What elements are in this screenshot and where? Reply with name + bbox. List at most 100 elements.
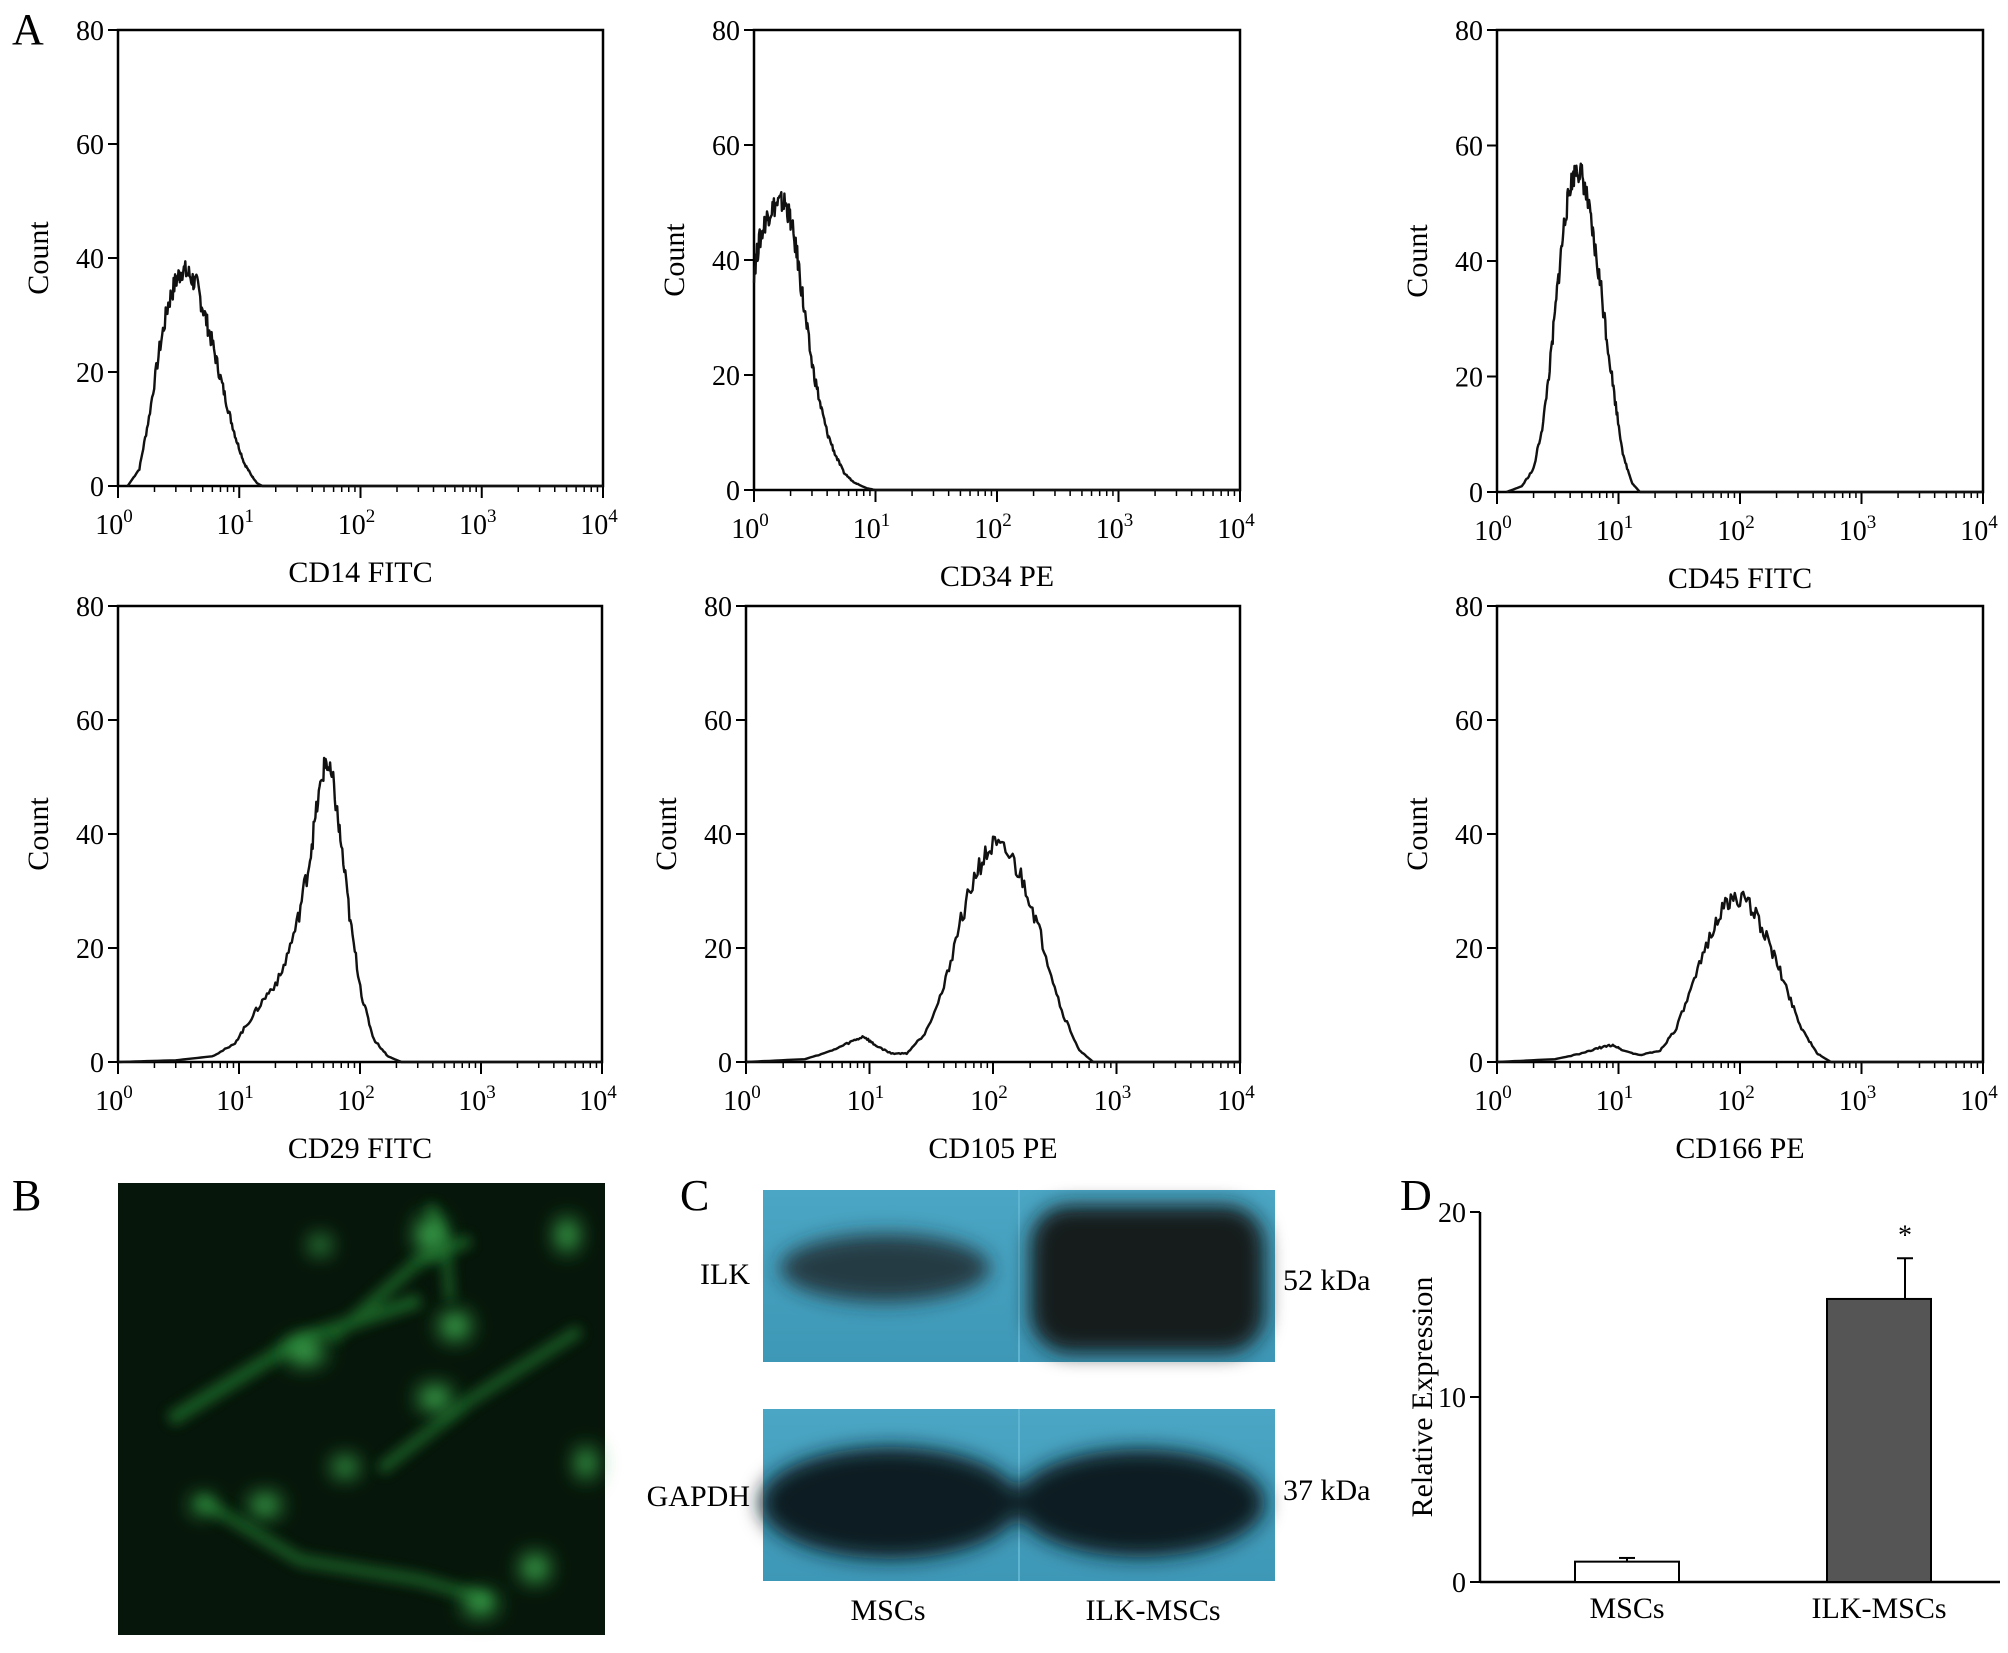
y-tick-label: 60 [76,130,104,161]
x-tick-label: 100 [1474,512,1512,547]
y-axis-title: Count [1401,797,1434,871]
cell-nucleus [513,1546,557,1590]
histogram-trace [1506,162,1983,494]
y-tick-label: 60 [1455,132,1483,163]
x-tick-label: 104 [579,1082,617,1117]
blot-band-ilk-msc [780,1234,990,1302]
cell-nucleus [570,1439,602,1487]
panel-label-c: C [680,1171,709,1220]
y-tick-label: 20 [1438,1198,1466,1229]
y-tick-label: 20 [704,934,732,965]
histogram-cd29: 0 20 40 60 80 100 101 102 103 104 CD29 FITC Count [22,592,617,1165]
histogram-trace [752,191,1240,492]
y-tick-label: 80 [704,592,732,623]
y-tick-label: 40 [1455,820,1483,851]
panel-label-a: A [12,5,44,54]
x-tick-label: 103 [1839,512,1877,547]
significance-marker: * [1898,1220,1912,1251]
histogram-trace [126,260,603,488]
panel-label-d: D [1400,1171,1432,1220]
y-tick-label: 40 [76,820,104,851]
x-axis-title: CD29 FITC [288,1132,432,1165]
y-tick-label: 80 [1455,592,1483,623]
cell-nucleus [408,1205,452,1265]
x-tick-label: 103 [1839,1082,1877,1117]
cell-nucleus [275,1332,335,1372]
y-tick-label: 0 [90,1048,104,1079]
x-tick-label: 100 [95,1082,133,1117]
x-tick-label: 100 [723,1082,761,1117]
histogram-cd105: 0 20 40 60 80 100 101 102 103 104 CD105 PE Count [650,592,1255,1165]
y-tick-label: 0 [90,472,104,503]
x-tick-label: 103 [458,1082,496,1117]
blot-band-ilk-ilkmsc [1030,1205,1265,1353]
panel-label-b: B [12,1171,41,1220]
bar-mscs [1574,1560,1680,1584]
y-tick-label: 0 [1469,478,1483,509]
y-tick-label: 40 [712,246,740,277]
y-tick-label: 40 [1455,247,1483,278]
cell-process [376,1324,584,1475]
band-size-ilk: 52 kDa [1283,1264,1370,1297]
histogram-cd34: 0 20 40 60 80 100 101 102 103 104 CD34 PE Count [658,16,1255,593]
x-axis-title: CD14 FITC [288,556,432,589]
y-tick-label: 60 [704,706,732,737]
y-tick-label: 20 [76,934,104,965]
x-tick-label: 101 [1596,512,1634,547]
y-tick-label: 40 [704,820,732,851]
y-tick-label: 20 [1455,363,1483,394]
x-axis-title: CD105 PE [928,1132,1057,1165]
y-tick-label: 20 [1455,934,1483,965]
x-tick-label: 104 [1960,512,1998,547]
y-tick-label: 60 [1455,706,1483,737]
x-tick-label: 101 [853,510,891,545]
y-axis-title: Count [22,221,55,295]
x-tick-label: 104 [580,506,618,541]
western-blot: ILK GAPDH 52 kDa 37 kDa MSCs ILK-MSCs [647,1190,1370,1627]
cell-nucleus [431,1304,479,1348]
y-axis-title: Relative Expression [1406,1277,1439,1518]
x-tick-label: 104 [1217,510,1255,545]
y-tick-label: 10 [1438,1383,1466,1414]
y-tick-label: 20 [712,361,740,392]
y-tick-label: 0 [1469,1048,1483,1079]
y-tick-label: 0 [1452,1568,1466,1599]
blot-band-gapdh-ilkmsc [1015,1449,1265,1557]
cell-nucleus [409,1378,461,1418]
x-tick-label: 102 [337,1082,375,1117]
y-axis-title: Count [1401,224,1434,298]
x-tick-label: 104 [1217,1082,1255,1117]
x-axis-title: CD45 FITC [1668,562,1812,595]
x-tick-label: 103 [1094,1082,1132,1117]
y-axis-title: Count [22,797,55,871]
cell-nucleus [185,1491,221,1519]
cell-nucleus [549,1209,585,1261]
x-category-label: MSCs [1589,1592,1664,1625]
plot-frame [1495,28,1985,494]
x-tick-label: 102 [974,510,1012,545]
histogram-cd14: 0 20 40 60 80 100 101 102 103 104 CD14 FITC Count [22,16,618,589]
x-category-label: ILK-MSCs [1811,1592,1946,1625]
band-size-gapdh: 37 kDa [1283,1474,1370,1507]
x-tick-label: 102 [970,1082,1008,1117]
band-label-gapdh: GAPDH [647,1480,750,1513]
x-tick-label: 102 [338,506,376,541]
y-tick-label: 60 [76,706,104,737]
bar-ilk-mscs [1826,1297,1932,1583]
lane-label-ilk-mscs: ILK-MSCs [1085,1594,1220,1627]
plot-frame [116,28,605,488]
y-tick-label: 0 [718,1048,732,1079]
x-axis-title: CD34 PE [940,560,1054,593]
y-tick-label: 60 [712,131,740,162]
x-tick-label: 104 [1960,1082,1998,1117]
x-tick-label: 100 [1474,1082,1512,1117]
histogram-cd45: 0 20 40 60 80 100 101 102 103 104 CD45 FITC Count [1401,16,1998,595]
x-tick-label: 101 [217,506,255,541]
relative-expression-bar-chart: 0 10 20 Relative Expression MSCs * ILK-MSCs [1406,1198,2000,1625]
x-tick-label: 101 [216,1082,254,1117]
cell-process [196,1494,492,1606]
histogram-trace [745,835,1240,1064]
blot-band-gapdh-msc [760,1447,1020,1559]
histogram-trace [1496,890,1983,1064]
